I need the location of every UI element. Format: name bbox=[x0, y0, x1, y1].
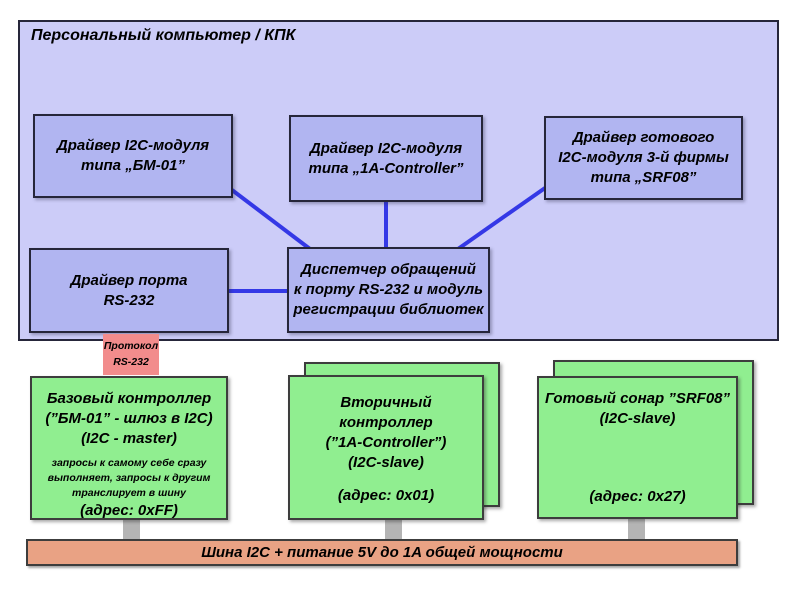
node-text-line: (I2C - master) bbox=[81, 429, 177, 447]
node-text-line: типа „SRF08” bbox=[590, 168, 697, 186]
node-driver-srf08: Драйвер готового I2C-модуля 3-й фирмы ти… bbox=[544, 116, 743, 200]
node-text-line: Готовый сонар ”SRF08” bbox=[544, 390, 731, 407]
bus-label: Шина I2C + питание 5V до 1A общей мощнос… bbox=[201, 544, 563, 561]
bus-connector-sonar bbox=[628, 516, 645, 541]
node-text-line: контроллер bbox=[339, 413, 433, 431]
node-address: (адрес: 0x27) bbox=[589, 488, 686, 506]
node-text-line: регистрации библиотек bbox=[293, 300, 484, 318]
node-driver-1a-controller: Драйвер I2C-модуля типа „1A-Controller” bbox=[289, 115, 483, 202]
pc-container-title: Персональный компьютер / КПК bbox=[31, 27, 296, 44]
node-text-line: типа „1A-Controller” bbox=[308, 159, 464, 177]
node-address: (адрес: 0x01) bbox=[337, 487, 435, 505]
node-text-line: (”БМ-01” - шлюз в I2C) bbox=[45, 409, 213, 427]
i2c-bus-bar: Шина I2C + питание 5V до 1A общей мощнос… bbox=[26, 539, 738, 566]
node-note-line: запросы к самому себе сразу bbox=[51, 456, 207, 469]
node-address: (адрес: 0xFF) bbox=[80, 501, 178, 519]
node-text-line: (I2C-slave) bbox=[348, 453, 424, 471]
node-text-line: Драйвер порта bbox=[70, 271, 188, 289]
node-sonar-srf08: Готовый сонар ”SRF08” (I2C-slave) (адрес… bbox=[537, 376, 738, 519]
node-driver-bm01: Драйвер I2C-модуля типа „БМ-01” bbox=[33, 114, 233, 198]
node-base-controller: Базовый контроллер (”БМ-01” - шлюз в I2C… bbox=[30, 376, 228, 520]
bus-connector-secondary bbox=[385, 516, 402, 541]
protocol-text-line: RS-232 bbox=[113, 355, 149, 368]
node-text-line: к порту RS-232 и модуль bbox=[293, 281, 484, 299]
node-text-line: Драйвер I2C-модуля bbox=[56, 137, 210, 155]
node-dispatcher: Диспетчер обращений к порту RS-232 и мод… bbox=[287, 247, 490, 333]
node-text-line: Вторичный bbox=[340, 394, 432, 411]
node-text-line: Драйвер I2C-модуля bbox=[309, 139, 463, 157]
node-text-line: I2C-модуля 3-й фирмы bbox=[558, 149, 729, 167]
node-text-line: типа „БМ-01” bbox=[81, 157, 185, 174]
protocol-text-line: Протокол bbox=[103, 339, 159, 352]
bus-connector-base bbox=[123, 516, 140, 541]
node-text-line: (I2C-slave) bbox=[599, 409, 676, 427]
node-secondary-controller: Вторичный контроллер (”1A-Controller”) (… bbox=[288, 375, 484, 520]
node-text-line: RS-232 bbox=[103, 291, 155, 309]
node-text-line: Диспетчер обращений bbox=[301, 261, 476, 279]
node-note: запросы к самому себе сразу выполняет, з… bbox=[48, 456, 211, 501]
node-text-line: Базовый контроллер bbox=[46, 390, 212, 407]
node-note-line: транслирует в шину bbox=[72, 486, 186, 499]
node-text-line: Драйвер готового bbox=[572, 129, 715, 147]
node-text-line: (”1A-Controller”) bbox=[325, 433, 447, 451]
protocol-rs232-link: Протокол RS-232 bbox=[103, 334, 159, 375]
node-driver-rs232-port: Драйвер порта RS-232 bbox=[29, 248, 229, 333]
node-note-line: выполняет, запросы к другим bbox=[47, 471, 211, 484]
